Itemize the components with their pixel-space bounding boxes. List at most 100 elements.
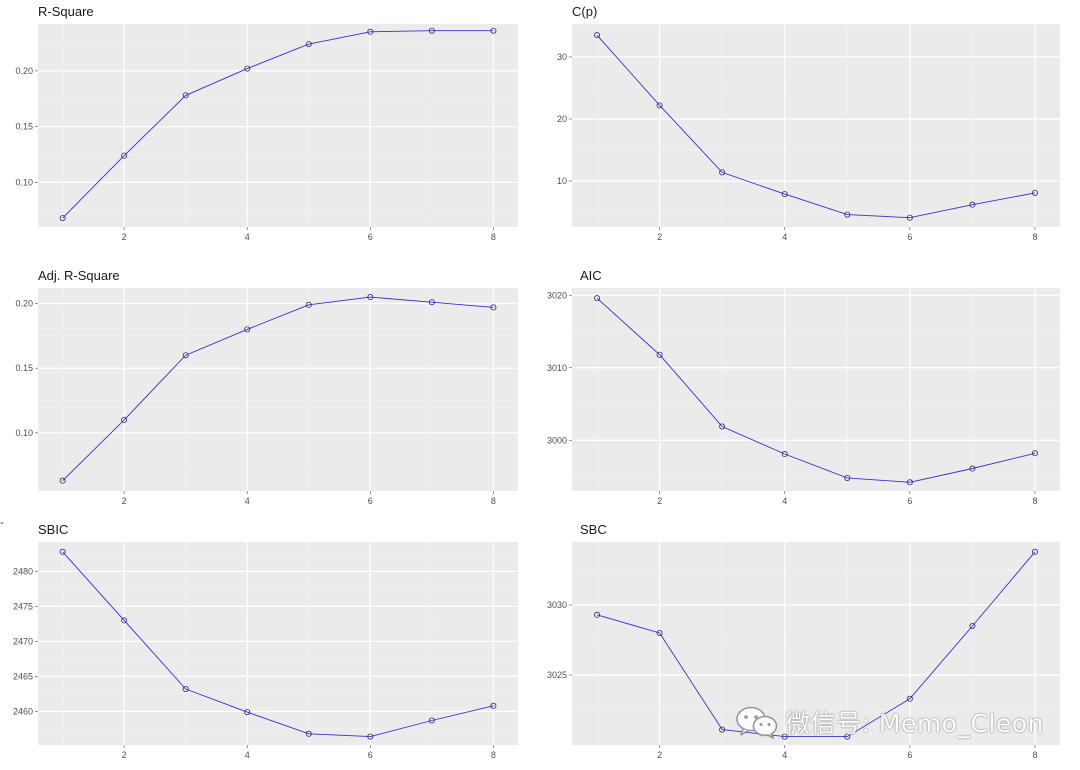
y-tick-label: 0.20 [15, 66, 33, 76]
y-tick-label: 2460 [13, 706, 33, 716]
data-point [719, 726, 726, 733]
y-tick-label: 2480 [13, 566, 33, 576]
data-point [428, 299, 435, 306]
x-tick-label: 2 [122, 496, 127, 506]
y-tick-label: 3000 [547, 435, 567, 445]
x-tick-label: 6 [368, 750, 373, 760]
data-point [305, 41, 312, 48]
data-point [428, 27, 435, 34]
data-point [656, 630, 663, 637]
data-point [490, 304, 497, 311]
series-line [62, 296, 494, 482]
plot-background [572, 288, 1060, 491]
x-tick-label: 4 [245, 232, 250, 242]
panel-4: AIC 2 4 6 8 3000 3010 3020 [547, 268, 1060, 506]
series-line [62, 30, 494, 219]
panel-2: C(p) 2 4 6 8 10 20 30 [557, 4, 1060, 242]
data-point [844, 211, 851, 218]
y-tick-label: 0.10 [15, 428, 33, 438]
data-point [656, 351, 663, 358]
y-tick-label: 3025 [547, 670, 567, 680]
data-point [844, 474, 851, 481]
panel-title: SBIC [38, 522, 68, 537]
data-point [244, 65, 251, 72]
panel-1: R-Square 2 4 6 8 0.10 0.15 0.20 [15, 4, 518, 242]
y-tick-label: 0.15 [15, 363, 33, 373]
plot-background [38, 542, 518, 745]
y-tick-label: 0.10 [15, 177, 33, 187]
data-point [490, 27, 497, 34]
data-point [59, 548, 66, 555]
y-tick-label: 3010 [547, 363, 567, 373]
x-tick-label: 2 [122, 750, 127, 760]
x-tick-label: 8 [491, 750, 496, 760]
data-point [367, 294, 374, 301]
panel-title: AIC [580, 268, 602, 283]
y-tick-label: 0.15 [15, 122, 33, 132]
y-tick-label: 10 [557, 176, 567, 186]
data-point [121, 416, 128, 423]
data-point [781, 191, 788, 198]
data-point [719, 423, 726, 430]
data-point [594, 32, 601, 39]
data-point [844, 733, 851, 740]
data-point [1031, 548, 1038, 555]
data-point [906, 695, 913, 702]
panel-title: SBC [580, 522, 607, 537]
x-tick-label: 6 [907, 232, 912, 242]
data-point [182, 352, 189, 359]
x-tick-label: 2 [657, 750, 662, 760]
y-tick-label: 3020 [547, 290, 567, 300]
corner-mark: - [0, 517, 4, 529]
y-tick-label: 2470 [13, 636, 33, 646]
data-point [121, 617, 128, 624]
y-tick-label: 3030 [547, 600, 567, 610]
y-tick-label: 20 [557, 114, 567, 124]
y-tick-label: 30 [557, 52, 567, 62]
x-tick-label: 8 [491, 496, 496, 506]
panel-3: Adj. R-Square 2 4 6 8 0.10 0.15 0.20 [15, 268, 518, 506]
data-point [244, 709, 251, 716]
data-point [719, 169, 726, 176]
data-point [594, 295, 601, 302]
y-tick-label: 2475 [13, 601, 33, 611]
data-point [1031, 450, 1038, 457]
data-point [906, 479, 913, 486]
data-point [781, 451, 788, 458]
data-point [969, 201, 976, 208]
data-point [121, 152, 128, 159]
panel-title: C(p) [572, 4, 597, 19]
x-tick-label: 6 [368, 232, 373, 242]
data-point [244, 326, 251, 333]
data-point [594, 611, 601, 618]
data-point [305, 730, 312, 737]
plot-background [38, 288, 518, 491]
x-tick-label: 6 [907, 496, 912, 506]
x-tick-label: 2 [122, 232, 127, 242]
plot-background [572, 542, 1060, 745]
series-line [62, 551, 494, 738]
data-point [59, 477, 66, 484]
data-point [490, 702, 497, 709]
x-tick-label: 4 [245, 750, 250, 760]
data-point [656, 102, 663, 109]
panel-5: SBIC 2 4 6 8 2460 2465 2470 2475 2480 [13, 522, 518, 760]
panel-title: R-Square [38, 4, 94, 19]
data-point [969, 623, 976, 630]
plot-background [572, 24, 1060, 227]
data-point [182, 686, 189, 693]
data-point [906, 214, 913, 221]
y-tick-label: 0.20 [15, 299, 33, 309]
data-point [367, 28, 374, 35]
series-line [596, 551, 1036, 738]
x-tick-label: 4 [782, 750, 787, 760]
series-line [596, 34, 1036, 219]
y-tick-label: 2465 [13, 671, 33, 681]
watermark-text: 微信号: Memo_Cleon [785, 709, 1044, 738]
plot-background [38, 24, 518, 227]
x-tick-label: 4 [782, 496, 787, 506]
x-tick-label: 6 [907, 750, 912, 760]
data-point [367, 733, 374, 740]
data-point [182, 92, 189, 99]
x-tick-label: 2 [657, 232, 662, 242]
